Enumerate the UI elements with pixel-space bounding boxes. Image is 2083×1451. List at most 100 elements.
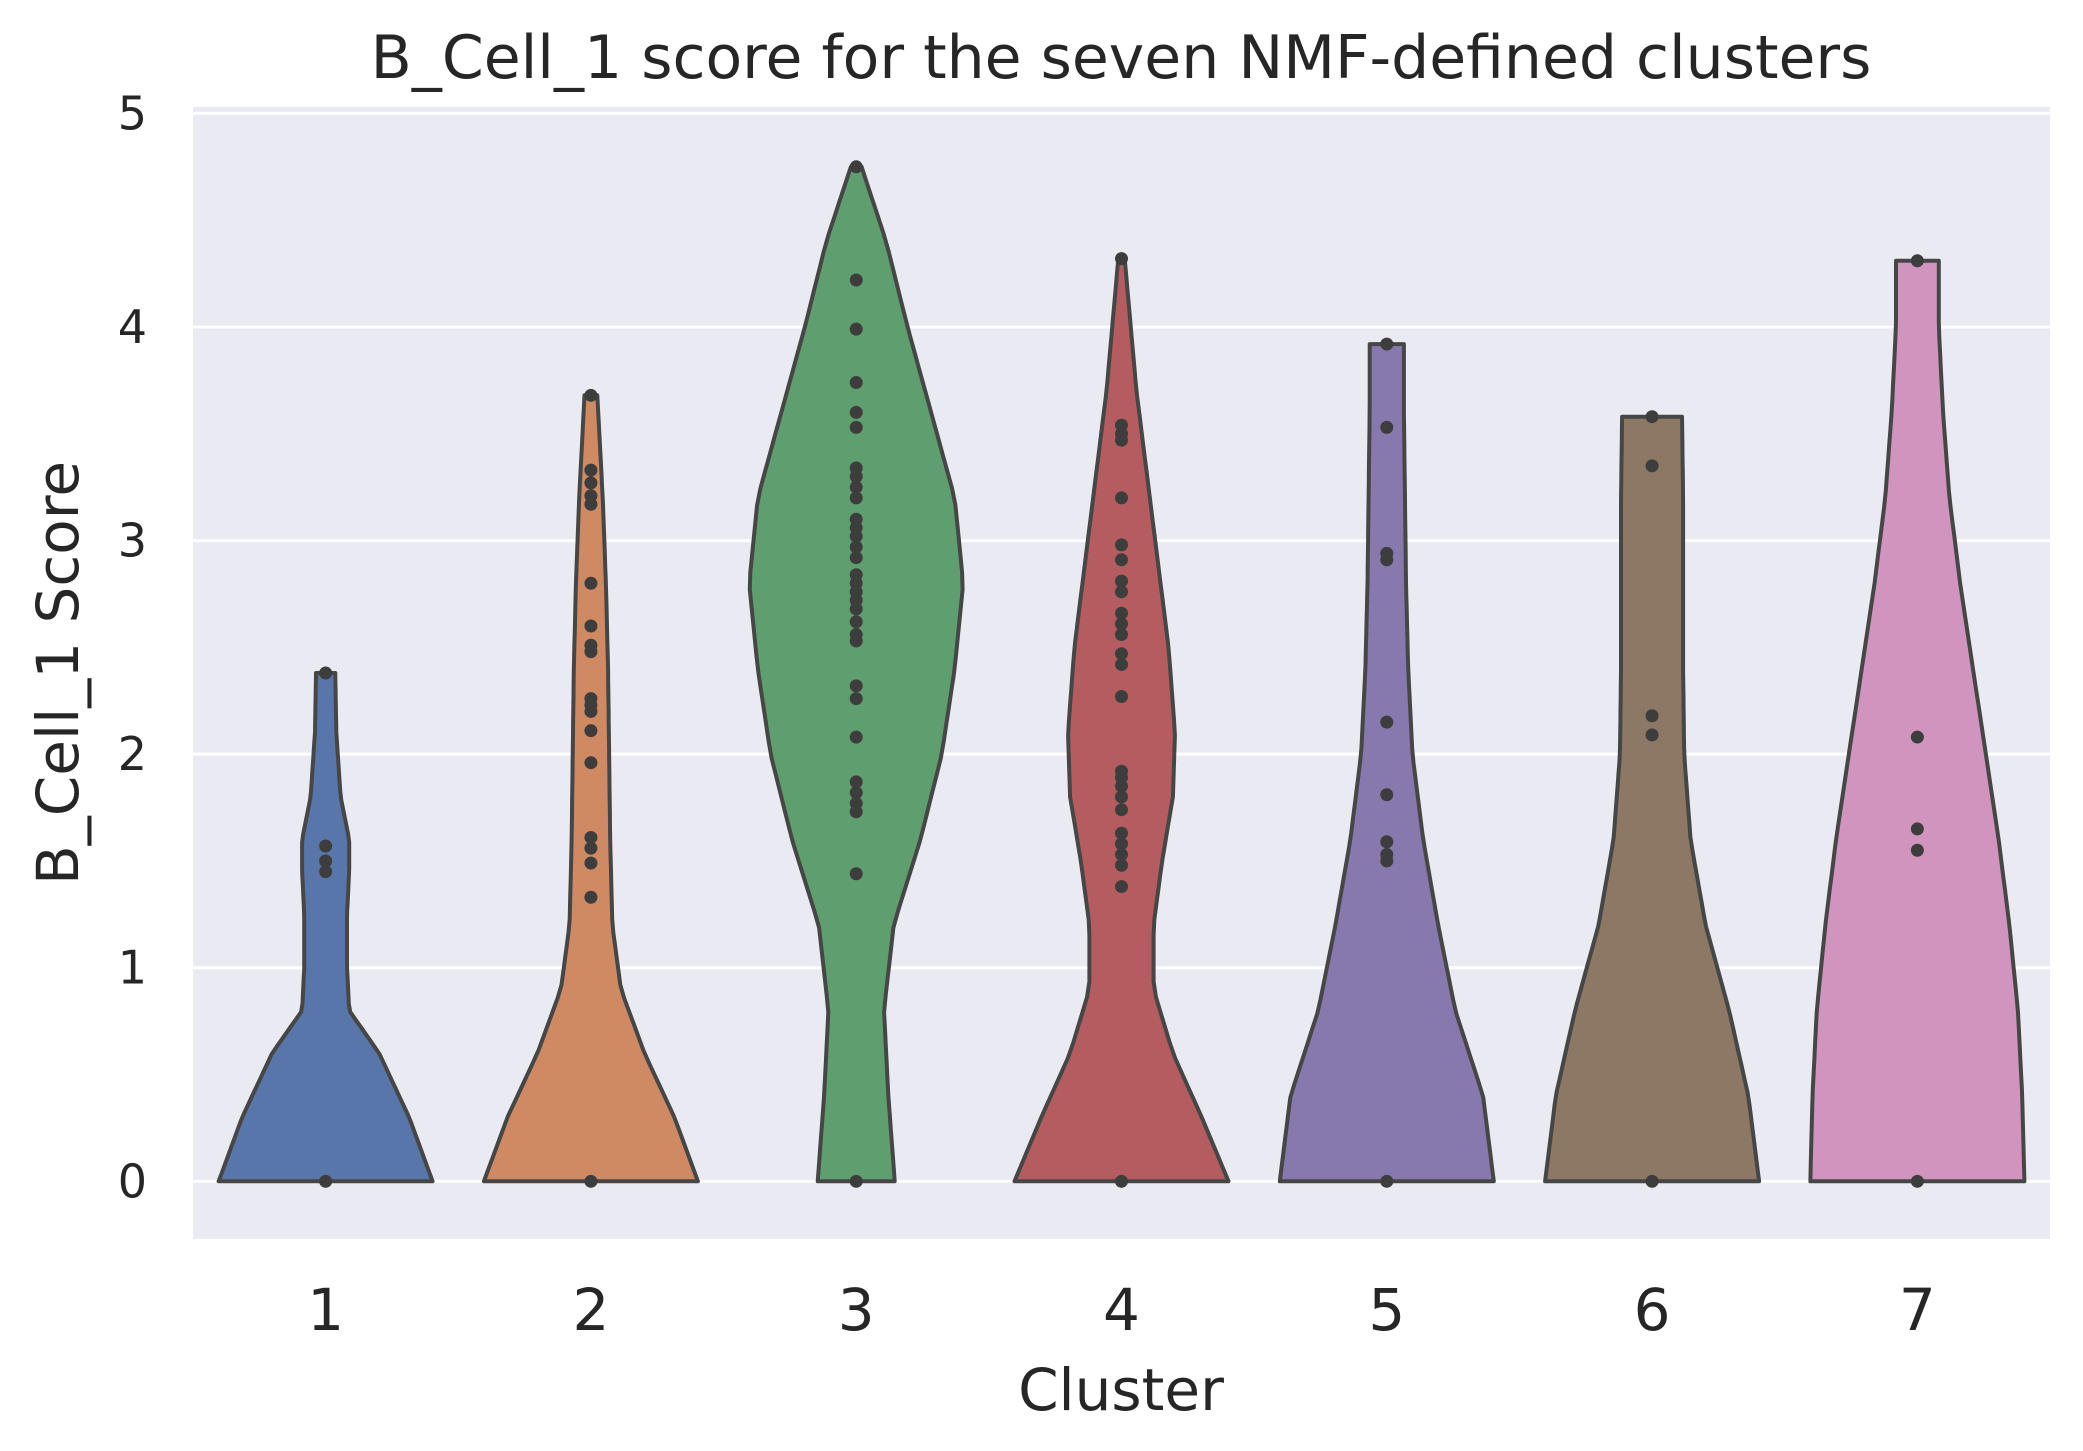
data-point	[1910, 822, 1924, 836]
data-point	[849, 867, 863, 881]
x-tick-label: 2	[572, 1276, 609, 1344]
data-point	[584, 388, 598, 402]
data-point	[849, 628, 863, 642]
x-tick-label: 5	[1368, 1276, 1405, 1344]
data-point	[319, 666, 333, 680]
data-point	[1380, 337, 1394, 351]
data-point	[1115, 647, 1128, 661]
data-point	[1115, 628, 1128, 642]
data-point	[584, 692, 598, 706]
violin-cluster-1	[216, 671, 435, 1184]
x-tick-label: 1	[307, 1276, 344, 1344]
y-axis-label: B_Cell_1 Score	[24, 461, 92, 885]
data-point	[1380, 1174, 1394, 1188]
data-point	[849, 568, 863, 582]
y-tick-label: 1	[118, 941, 147, 995]
data-point	[849, 512, 863, 526]
data-point	[1115, 803, 1128, 817]
data-points	[319, 160, 1924, 1188]
data-point	[584, 890, 598, 904]
y-tick-label: 3	[118, 514, 147, 568]
data-point	[1115, 790, 1128, 804]
data-point	[584, 830, 598, 844]
data-point	[849, 273, 863, 287]
data-point	[849, 322, 863, 336]
data-point	[584, 476, 598, 490]
data-point	[1910, 730, 1924, 744]
data-point	[849, 1174, 863, 1188]
data-point	[849, 692, 863, 706]
data-point	[1115, 606, 1128, 620]
data-point	[1645, 728, 1659, 742]
data-point	[319, 1174, 333, 1188]
data-point	[1115, 585, 1128, 599]
data-point	[849, 615, 863, 629]
data-point	[1380, 420, 1394, 434]
data-point	[1910, 1174, 1924, 1188]
y-tick-labels: 0 1 2 3 4 5	[118, 86, 147, 1208]
data-point	[1910, 843, 1924, 857]
data-point	[849, 540, 863, 554]
data-point	[1115, 1174, 1128, 1188]
data-point	[1115, 574, 1128, 588]
data-point	[849, 786, 863, 800]
data-point	[1380, 546, 1394, 560]
data-point	[1115, 826, 1128, 840]
data-point	[584, 856, 598, 870]
data-point	[849, 551, 863, 565]
data-point	[1115, 553, 1128, 567]
y-tick-label: 0	[118, 1154, 147, 1208]
data-point	[1380, 848, 1394, 862]
data-point	[1645, 709, 1659, 723]
data-point	[584, 489, 598, 503]
data-point	[1115, 858, 1128, 872]
data-point	[584, 1174, 598, 1188]
data-point	[1645, 1174, 1659, 1188]
data-point	[584, 576, 598, 590]
data-point	[849, 796, 863, 810]
data-point	[1115, 617, 1128, 631]
x-tick-label: 7	[1899, 1276, 1936, 1344]
data-point	[849, 376, 863, 390]
data-point	[1645, 459, 1659, 473]
data-point	[849, 679, 863, 693]
violin-cluster-7	[1808, 258, 2027, 1184]
data-point	[1380, 788, 1394, 802]
data-point	[1115, 491, 1128, 505]
y-tick-label: 2	[118, 727, 147, 781]
data-point	[849, 405, 863, 419]
data-point	[1380, 835, 1394, 849]
x-tick-label: 4	[1103, 1276, 1140, 1344]
data-point	[849, 461, 863, 475]
y-tick-label: 4	[118, 300, 147, 354]
data-point	[1115, 252, 1128, 266]
y-tick-label: 5	[118, 86, 147, 140]
data-point	[319, 854, 333, 868]
data-point	[1910, 254, 1924, 268]
chart-title: B_Cell_1 score for the seven NMF-defined…	[371, 23, 1872, 93]
x-axis-label: Cluster	[1018, 1356, 1224, 1424]
data-point	[584, 638, 598, 652]
data-point	[1115, 538, 1128, 552]
data-point	[849, 480, 863, 494]
data-point	[584, 463, 598, 477]
data-point	[1115, 848, 1128, 862]
data-point	[584, 841, 598, 855]
data-point	[849, 420, 863, 434]
data-point	[1115, 837, 1128, 851]
data-point	[849, 491, 863, 505]
data-point	[1115, 657, 1128, 671]
data-point	[1645, 410, 1659, 424]
x-tick-labels: 1 2 3 4 5 6 7	[307, 1276, 1936, 1344]
data-point	[319, 839, 333, 853]
data-point	[319, 865, 333, 879]
data-point	[1115, 880, 1128, 894]
data-point	[584, 756, 598, 770]
data-point	[584, 724, 598, 738]
x-tick-label: 6	[1634, 1276, 1671, 1344]
x-tick-label: 3	[838, 1276, 875, 1344]
data-point	[849, 775, 863, 789]
violin-cluster-5	[1277, 342, 1496, 1184]
data-point	[1115, 418, 1128, 432]
data-point	[849, 160, 863, 174]
